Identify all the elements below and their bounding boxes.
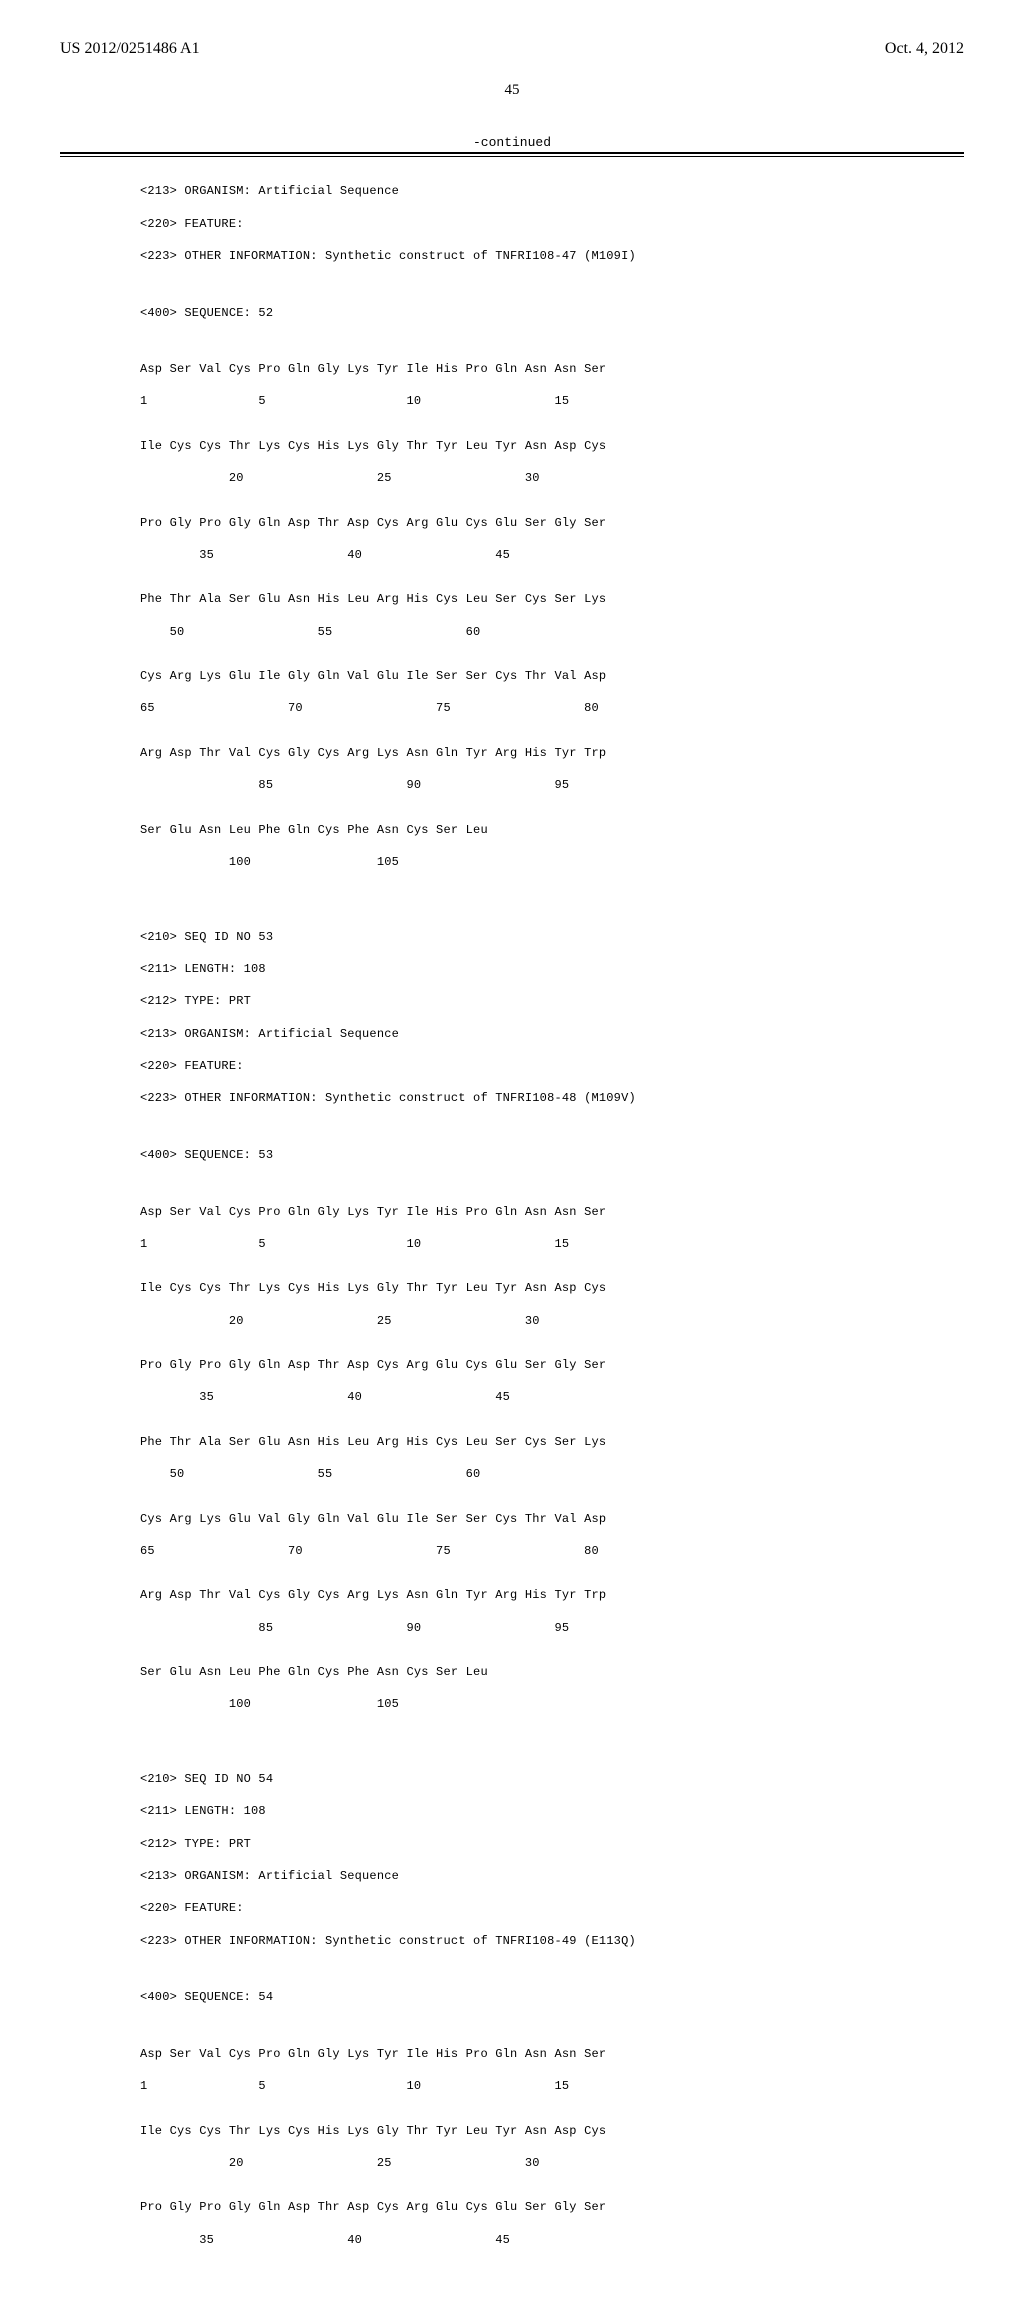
seq-row: Pro Gly Pro Gly Gln Asp Thr Asp Cys Arg …	[140, 515, 964, 531]
page-header: US 2012/0251486 A1 Oct. 4, 2012	[60, 40, 964, 58]
annot-other: <223> OTHER INFORMATION: Synthetic const…	[140, 248, 964, 264]
seq-nums: 65 70 75 80	[140, 1543, 964, 1559]
seq-row: Ser Glu Asn Leu Phe Gln Cys Phe Asn Cys …	[140, 822, 964, 838]
seq-nums: 1 5 10 15	[140, 2078, 964, 2094]
seq-nums: 1 5 10 15	[140, 393, 964, 409]
annot-type: <212> TYPE: PRT	[140, 1836, 964, 1852]
annot-type: <212> TYPE: PRT	[140, 993, 964, 1009]
seq-nums: 85 90 95	[140, 777, 964, 793]
publication-number: US 2012/0251486 A1	[60, 40, 200, 58]
seq-row: Asp Ser Val Cys Pro Gln Gly Lys Tyr Ile …	[140, 2046, 964, 2062]
seq-nums: 50 55 60	[140, 1466, 964, 1482]
continued-label: -continued	[60, 135, 964, 150]
annot-feature: <220> FEATURE:	[140, 216, 964, 232]
seq-nums: 85 90 95	[140, 1620, 964, 1636]
seq-row: Pro Gly Pro Gly Gln Asp Thr Asp Cys Arg …	[140, 1357, 964, 1373]
seq-row: Cys Arg Lys Glu Ile Gly Gln Val Glu Ile …	[140, 668, 964, 684]
seq-row: Phe Thr Ala Ser Glu Asn His Leu Arg His …	[140, 1434, 964, 1450]
seq-row: Cys Arg Lys Glu Val Gly Gln Val Glu Ile …	[140, 1511, 964, 1527]
annot-feature: <220> FEATURE:	[140, 1900, 964, 1916]
seq-nums: 1 5 10 15	[140, 1236, 964, 1252]
annot-organism: <213> ORGANISM: Artificial Sequence	[140, 1868, 964, 1884]
rule-top	[60, 152, 964, 154]
page-number: 45	[60, 82, 964, 99]
publication-date: Oct. 4, 2012	[885, 40, 964, 58]
seq-row: Ile Cys Cys Thr Lys Cys His Lys Gly Thr …	[140, 2123, 964, 2139]
sequence-listing: <213> ORGANISM: Artificial Sequence <220…	[140, 167, 964, 2292]
seq-nums: 35 40 45	[140, 1389, 964, 1405]
seq-row: Ser Glu Asn Leu Phe Gln Cys Phe Asn Cys …	[140, 1664, 964, 1680]
seq-nums: 35 40 45	[140, 2232, 964, 2248]
seq-row: Asp Ser Val Cys Pro Gln Gly Lys Tyr Ile …	[140, 1204, 964, 1220]
seq-nums: 50 55 60	[140, 624, 964, 640]
page-container: US 2012/0251486 A1 Oct. 4, 2012 45 -cont…	[0, 0, 1024, 2322]
annot-length: <211> LENGTH: 108	[140, 1803, 964, 1819]
seq-nums: 35 40 45	[140, 547, 964, 563]
annot-feature: <220> FEATURE:	[140, 1058, 964, 1074]
seq-row: Ile Cys Cys Thr Lys Cys His Lys Gly Thr …	[140, 1280, 964, 1296]
seq-nums: 100 105	[140, 854, 964, 870]
seq-nums: 20 25 30	[140, 470, 964, 486]
annot-id: <210> SEQ ID NO 53	[140, 929, 964, 945]
seq-row: Phe Thr Ala Ser Glu Asn His Leu Arg His …	[140, 591, 964, 607]
annot-organism: <213> ORGANISM: Artificial Sequence	[140, 1026, 964, 1042]
annot-other: <223> OTHER INFORMATION: Synthetic const…	[140, 1933, 964, 1949]
seq-declare: <400> SEQUENCE: 52	[140, 305, 964, 321]
rule-mid	[60, 156, 964, 157]
annot-length: <211> LENGTH: 108	[140, 961, 964, 977]
seq-row: Ile Cys Cys Thr Lys Cys His Lys Gly Thr …	[140, 438, 964, 454]
annot-organism: <213> ORGANISM: Artificial Sequence	[140, 183, 964, 199]
seq-row: Arg Asp Thr Val Cys Gly Cys Arg Lys Asn …	[140, 745, 964, 761]
seq-row: Arg Asp Thr Val Cys Gly Cys Arg Lys Asn …	[140, 1587, 964, 1603]
seq-row: Pro Gly Pro Gly Gln Asp Thr Asp Cys Arg …	[140, 2199, 964, 2215]
seq-nums: 100 105	[140, 1696, 964, 1712]
seq-declare: <400> SEQUENCE: 53	[140, 1147, 964, 1163]
annot-id: <210> SEQ ID NO 54	[140, 1771, 964, 1787]
seq-nums: 20 25 30	[140, 1313, 964, 1329]
seq-row: Asp Ser Val Cys Pro Gln Gly Lys Tyr Ile …	[140, 361, 964, 377]
seq-declare: <400> SEQUENCE: 54	[140, 1989, 964, 2005]
seq-nums: 65 70 75 80	[140, 700, 964, 716]
seq-nums: 20 25 30	[140, 2155, 964, 2171]
annot-other: <223> OTHER INFORMATION: Synthetic const…	[140, 1090, 964, 1106]
